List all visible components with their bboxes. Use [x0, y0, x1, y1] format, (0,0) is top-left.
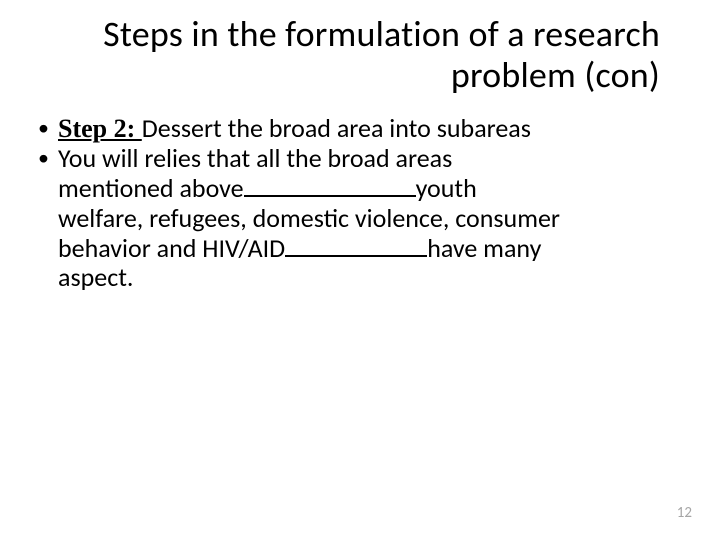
bullet-2-line2b: youth: [416, 172, 477, 204]
blank-2: [285, 236, 427, 256]
bullet-2-line4b: have many: [427, 232, 541, 264]
bullet-1: Step 2: Dessert the broad area into suba…: [38, 114, 664, 144]
bullet-2-line2a: mentioned above: [58, 172, 244, 204]
blank-1: [244, 177, 416, 197]
bullet-list: Step 2: Dessert the broad area into suba…: [38, 114, 664, 174]
slide-body: Step 2: Dessert the broad area into suba…: [38, 114, 664, 293]
bullet-2-line5: aspect.: [38, 263, 664, 293]
bullet-2: You will relies that all the broad areas: [38, 144, 664, 174]
bullet-2-line4: behavior and HIV/AID have many: [38, 234, 664, 264]
bullet-2-line4a: behavior and HIV/AID: [58, 232, 285, 264]
page-number: 12: [677, 504, 692, 522]
bullet-2-line3: welfare, refugees, domestic violence, co…: [38, 204, 664, 234]
bullet-1-text: Dessert the broad area into subareas: [142, 112, 531, 144]
bullet-2-lead: You will relies that all the broad areas: [58, 142, 452, 174]
step-label: Step 2:: [58, 114, 142, 143]
bullet-2-line2: mentioned above youth: [38, 174, 664, 204]
slide-title: Steps in the formulation of a research p…: [96, 14, 660, 97]
